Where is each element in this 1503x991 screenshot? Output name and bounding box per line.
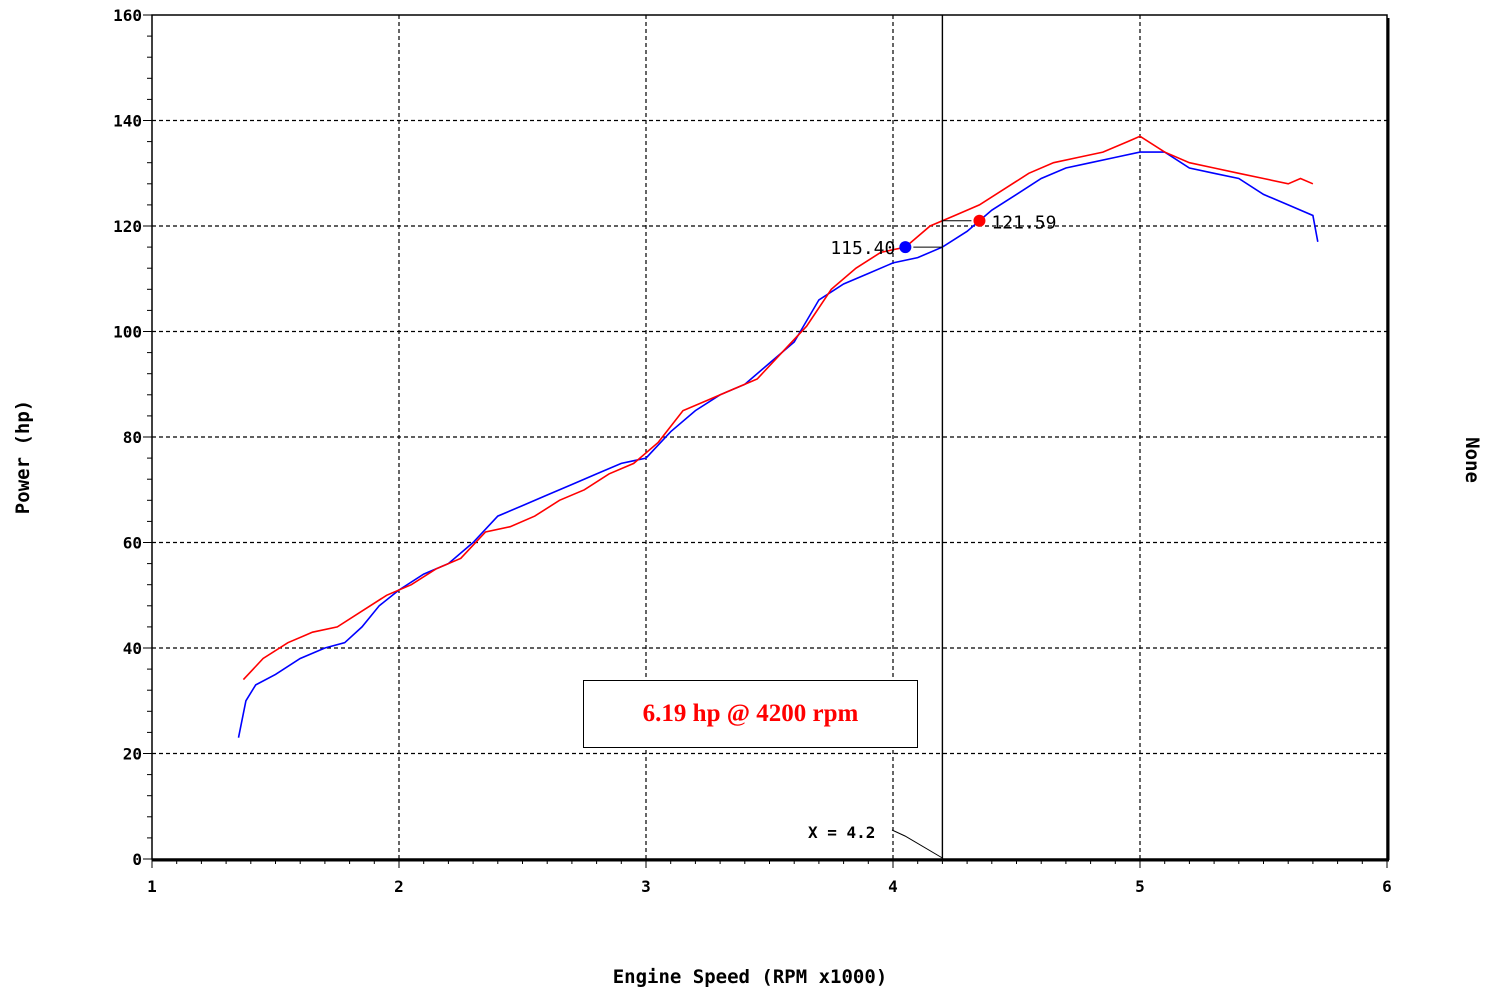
y-axis-title: Power (hp) <box>12 400 34 514</box>
marker-value-label: 121.59 <box>991 213 1056 234</box>
series-marker <box>899 241 912 254</box>
series-line <box>237 151 1319 738</box>
y-tick-label: 80 <box>123 428 142 447</box>
series-marker <box>973 214 986 227</box>
y-tick-label: 100 <box>113 323 142 342</box>
annotation-box: 6.19 hp @ 4200 rpm <box>583 680 918 748</box>
x-tick-label: 2 <box>394 877 404 896</box>
y-tick-label: 140 <box>113 112 142 131</box>
x-tick-label: 3 <box>641 877 651 896</box>
cursor-layer: X = 4.2 115.40 121.59 <box>808 15 1056 859</box>
cursor-label-leader <box>891 829 943 859</box>
x-tick-label: 1 <box>147 877 157 896</box>
cursor-label: X = 4.2 <box>808 823 875 842</box>
y-tick-label: 40 <box>123 639 142 658</box>
x-tick-label: 6 <box>1382 877 1392 896</box>
right-axis-label: None <box>1461 437 1483 483</box>
y-tick-label: 0 <box>132 850 142 869</box>
x-axis-title: Engine Speed (RPM x1000) <box>613 966 888 988</box>
minor-ticks <box>143 14 1388 868</box>
y-tick-label: 120 <box>113 217 142 236</box>
y-tick-label: 160 <box>113 6 142 25</box>
grid-lines <box>152 15 1390 862</box>
y-tick-label: 60 <box>123 534 142 553</box>
x-tick-label: 5 <box>1135 877 1145 896</box>
annotation-text: 6.19 hp @ 4200 rpm <box>642 700 859 727</box>
y-tick-label: 20 <box>123 745 142 764</box>
x-tick-label: 4 <box>888 877 898 896</box>
series-layer <box>237 135 1319 738</box>
series-line <box>242 135 1314 681</box>
marker-value-label: 115.40 <box>830 238 895 259</box>
